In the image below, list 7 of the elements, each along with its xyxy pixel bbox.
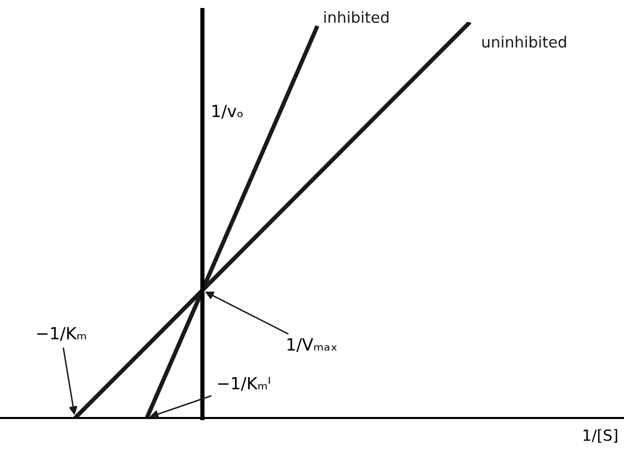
series-label: uninhibited [482,36,566,48]
annotation: −1/Kₘ [37,327,86,341]
y-axis-title: 1/vₒ [212,104,243,119]
annotation: 1/Vₘₐₓ [288,338,337,352]
series-label: inhibited [324,11,388,23]
annotation: −1/Kₘᴵ [218,377,270,391]
text: 1/[S] [584,429,618,443]
